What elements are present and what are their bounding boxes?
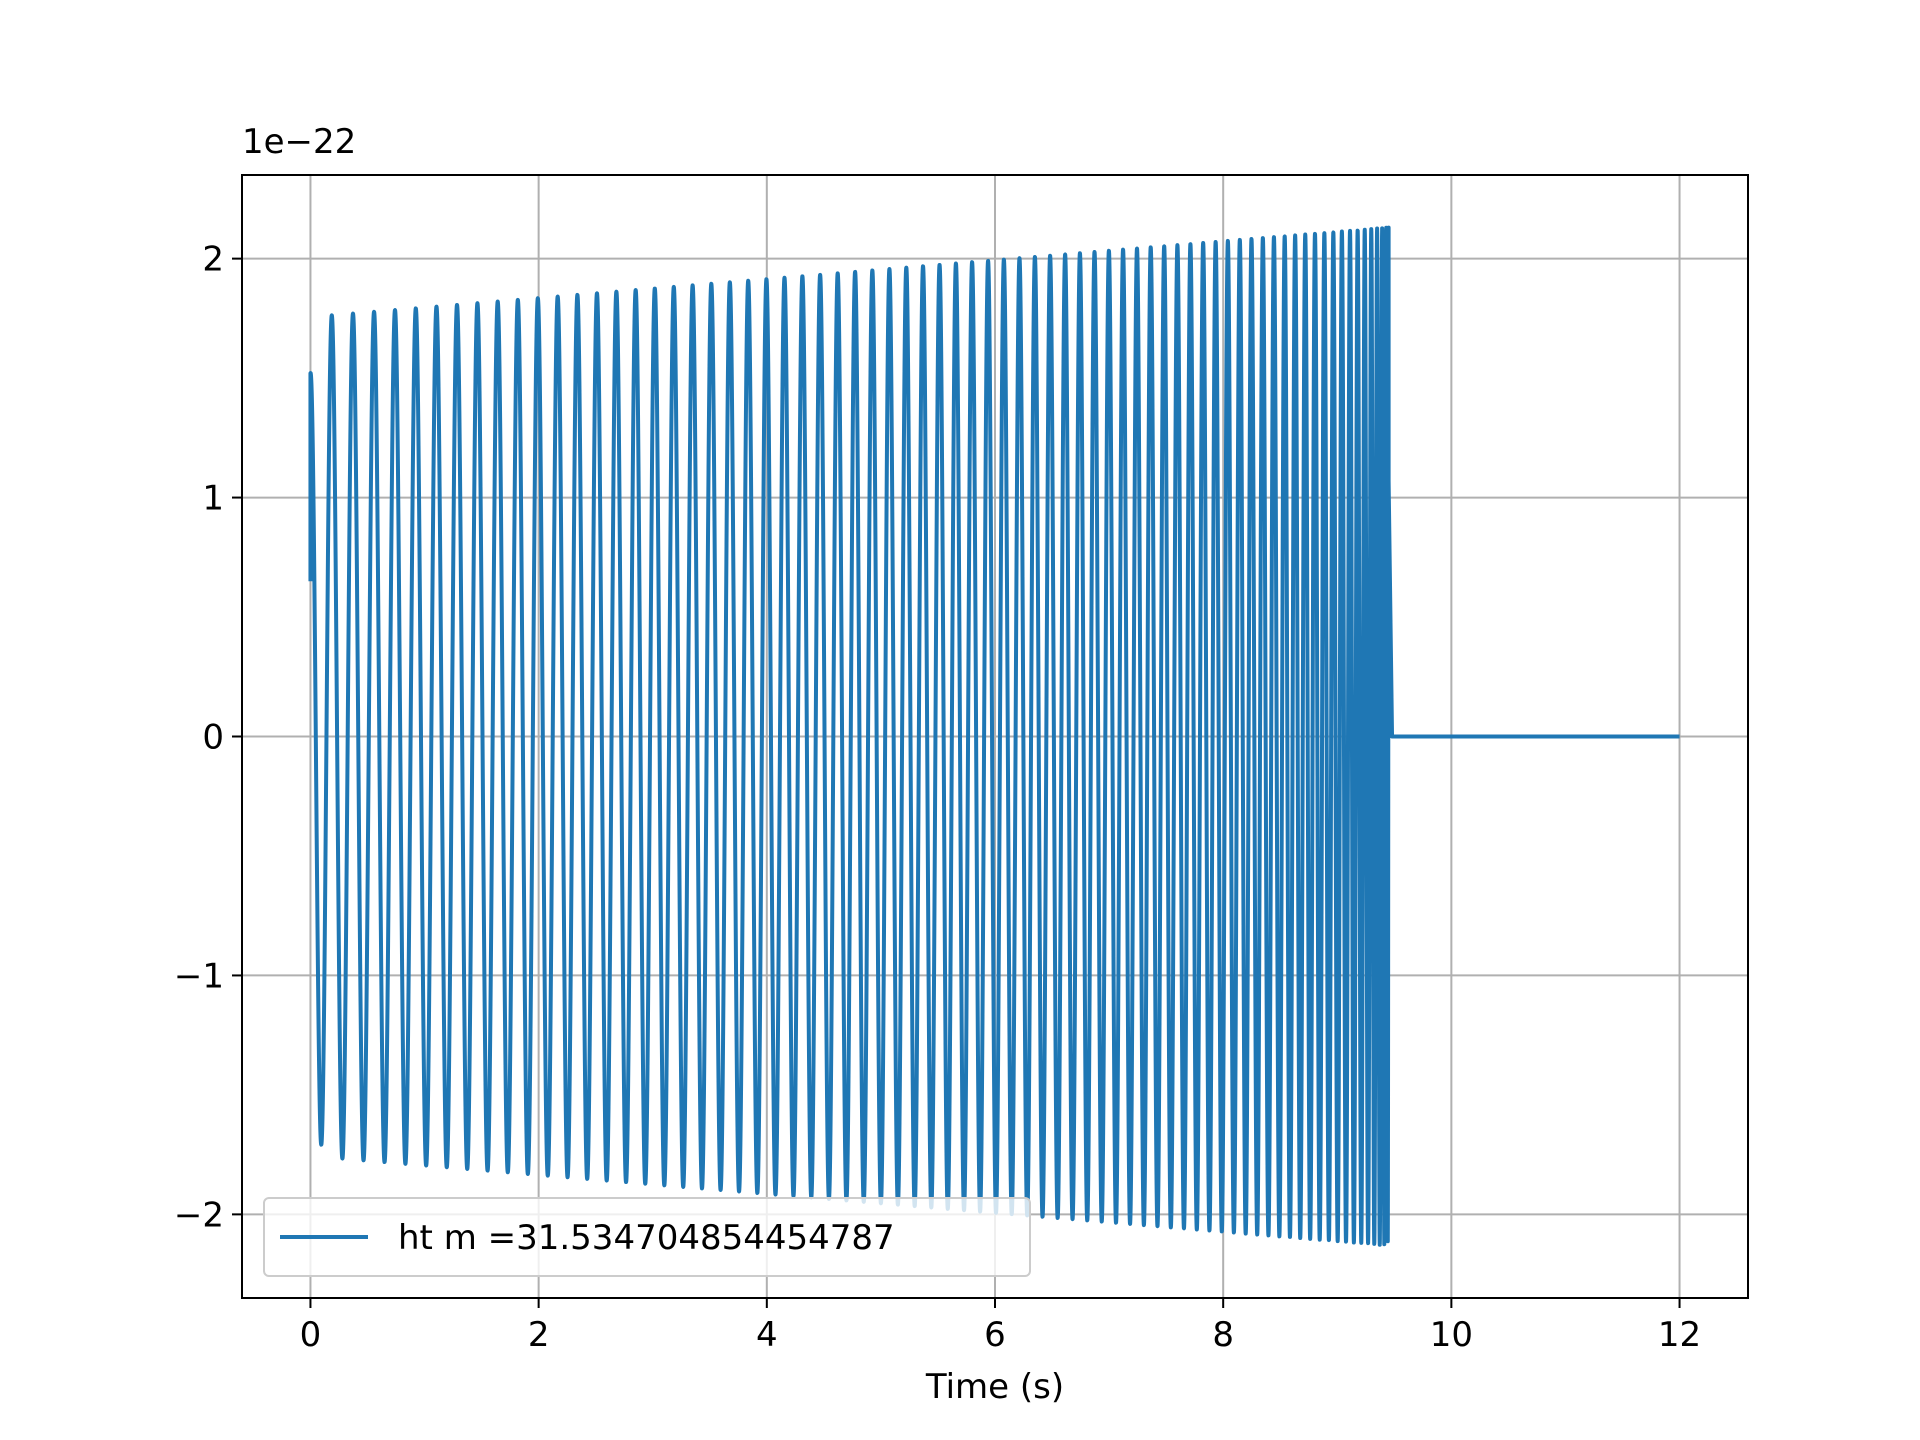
x-axis: 0 2 4 6 8 10 12: [300, 1298, 1701, 1355]
y-tick-label: 1: [202, 479, 224, 519]
x-axis-label: Time (s): [925, 1367, 1064, 1407]
x-tick-label: 6: [984, 1315, 1006, 1355]
legend-box: [263, 1197, 1031, 1277]
legend: ht m =31.534704854454787: [263, 1197, 1031, 1277]
legend-entry: ht m =31.534704854454787: [398, 1218, 895, 1258]
series-line: [308, 225, 1680, 1247]
y-offset-label: 1e−22: [242, 122, 356, 162]
y-tick-label: 0: [202, 718, 224, 758]
x-tick-label: 10: [1430, 1315, 1473, 1355]
y-axis: −2 −1 0 1 2: [174, 240, 242, 1235]
series-layer: [308, 225, 1680, 1247]
x-tick-label: 12: [1658, 1315, 1701, 1355]
x-tick-label: 8: [1212, 1315, 1234, 1355]
x-tick-label: 0: [300, 1315, 322, 1355]
x-tick-label: 4: [756, 1315, 778, 1355]
y-tick-label: −2: [174, 1195, 224, 1235]
y-tick-label: −1: [174, 956, 224, 996]
y-tick-label: 2: [202, 240, 224, 280]
x-tick-label: 2: [528, 1315, 550, 1355]
